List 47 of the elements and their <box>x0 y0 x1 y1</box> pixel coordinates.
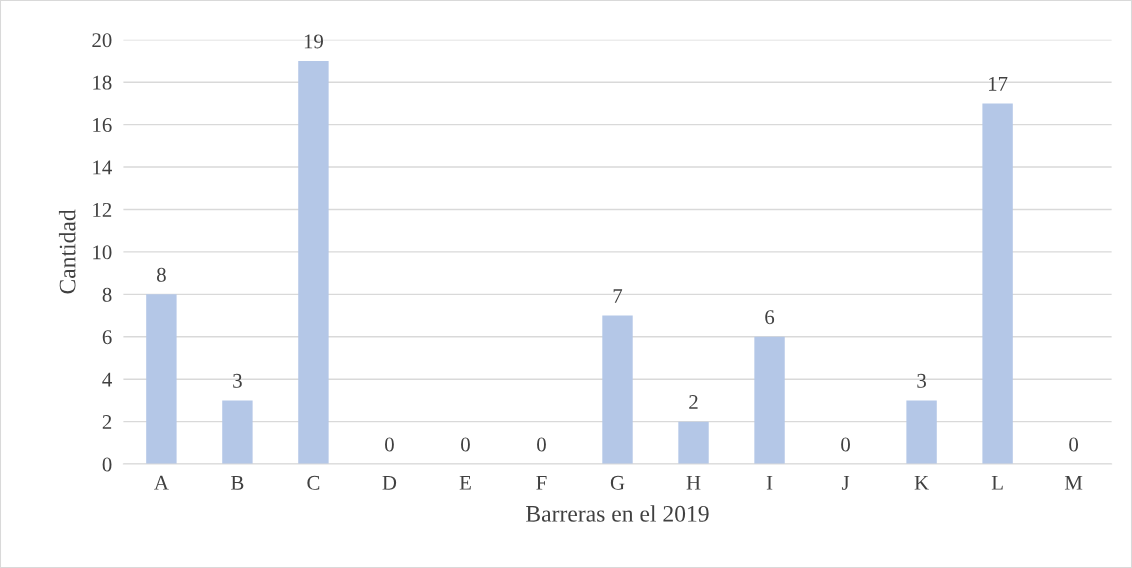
y-tick-label: 4 <box>102 372 112 387</box>
data-label: 0 <box>1069 437 1079 452</box>
y-tick-label: 16 <box>93 118 112 133</box>
data-label: 8 <box>156 267 166 282</box>
x-tick-label: H <box>686 475 701 490</box>
data-label: 0 <box>841 437 850 452</box>
x-tick-label: F <box>536 475 547 490</box>
x-tick-label: G <box>610 475 625 490</box>
y-tick-label: 0 <box>102 457 112 472</box>
data-label: 3 <box>233 373 242 388</box>
y-tick-label: 10 <box>93 245 112 260</box>
x-tick-label: M <box>1064 475 1083 490</box>
data-label: 0 <box>537 437 546 452</box>
bar <box>678 421 709 465</box>
y-tick-label: 6 <box>102 330 112 345</box>
y-axis-title: Cantidad <box>58 209 76 294</box>
data-label: 2 <box>689 395 698 409</box>
data-label: 0 <box>385 437 394 452</box>
y-tick-label: 14 <box>93 160 112 175</box>
bar <box>906 400 937 465</box>
data-label: 3 <box>917 373 926 388</box>
y-tick-label: 18 <box>93 75 112 90</box>
x-tick-label: C <box>307 475 320 490</box>
data-label: 17 <box>989 76 1008 91</box>
x-tick-label: L <box>991 475 1003 490</box>
data-label: 6 <box>765 310 775 325</box>
x-axis-title: Barreras en el 2019 <box>526 505 709 522</box>
bar <box>298 60 329 465</box>
data-label: 7 <box>613 289 623 303</box>
bar <box>602 315 633 465</box>
x-tick-label: A <box>154 475 169 490</box>
bar <box>982 103 1013 465</box>
x-tick-label: D <box>382 475 397 490</box>
bar <box>754 336 785 465</box>
y-tick-label: 12 <box>93 202 112 217</box>
x-tick-label: E <box>459 475 471 490</box>
x-tick-label: B <box>231 475 244 490</box>
data-label: 0 <box>461 437 470 452</box>
x-tick-label: J <box>841 475 850 490</box>
bar <box>222 400 253 465</box>
y-tick-label: 2 <box>102 415 112 429</box>
data-label: 19 <box>304 34 323 49</box>
bar <box>146 294 177 465</box>
y-tick-label: 20 <box>92 33 112 48</box>
x-tick-label: I <box>766 475 773 490</box>
x-tick-label: K <box>914 475 929 490</box>
y-tick-label: 8 <box>102 287 112 302</box>
